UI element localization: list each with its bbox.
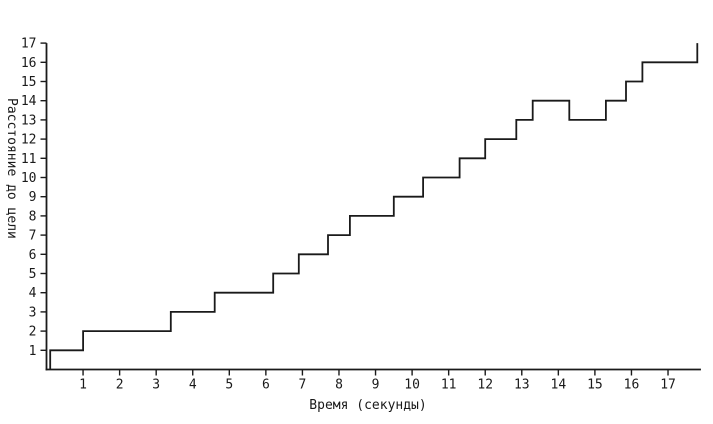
y-tick-label: 7 bbox=[29, 229, 37, 244]
x-tick-label: 13 bbox=[514, 378, 530, 393]
x-tick-label: 11 bbox=[441, 378, 457, 393]
x-tick-label: 14 bbox=[551, 378, 567, 393]
x-axis-title: Время (секунды) bbox=[309, 398, 427, 413]
y-tick-label: 16 bbox=[21, 56, 37, 71]
y-tick-label: 5 bbox=[29, 267, 37, 282]
x-tick-label: 15 bbox=[587, 378, 603, 393]
y-tick-label: 3 bbox=[29, 305, 37, 320]
x-tick-label: 4 bbox=[189, 378, 197, 393]
x-tick-label: 7 bbox=[299, 378, 307, 393]
x-tick-label: 1 bbox=[79, 378, 87, 393]
y-tick-label: 14 bbox=[21, 94, 37, 109]
x-tick-label: 12 bbox=[477, 378, 493, 393]
y-tick-label: 10 bbox=[21, 171, 37, 186]
y-tick-label: 2 bbox=[29, 325, 37, 340]
x-tick-label: 8 bbox=[335, 378, 343, 393]
y-tick-label: 8 bbox=[29, 209, 37, 224]
x-tick-label: 2 bbox=[116, 378, 124, 393]
y-tick-label: 4 bbox=[29, 286, 37, 301]
x-tick-label: 9 bbox=[372, 378, 380, 393]
y-tick-label: 12 bbox=[21, 133, 37, 148]
x-tick-label: 16 bbox=[624, 378, 640, 393]
x-tick-label: 3 bbox=[152, 378, 160, 393]
y-tick-label: 17 bbox=[21, 37, 37, 52]
series-line-distance_to_target bbox=[49, 43, 699, 370]
y-tick-label: 11 bbox=[21, 152, 37, 167]
y-tick-label: 6 bbox=[29, 248, 37, 263]
y-tick-label: 9 bbox=[29, 190, 37, 205]
y-tick-label: 1 bbox=[29, 344, 37, 359]
x-tick-label: 10 bbox=[404, 378, 420, 393]
y-tick-label: 13 bbox=[21, 113, 37, 128]
x-tick-label: 17 bbox=[660, 378, 676, 393]
y-tick-label: 15 bbox=[21, 75, 37, 90]
y-axis-title: Расстояние до цели bbox=[4, 98, 19, 239]
x-tick-label: 5 bbox=[225, 378, 233, 393]
x-tick-label: 6 bbox=[262, 378, 270, 393]
